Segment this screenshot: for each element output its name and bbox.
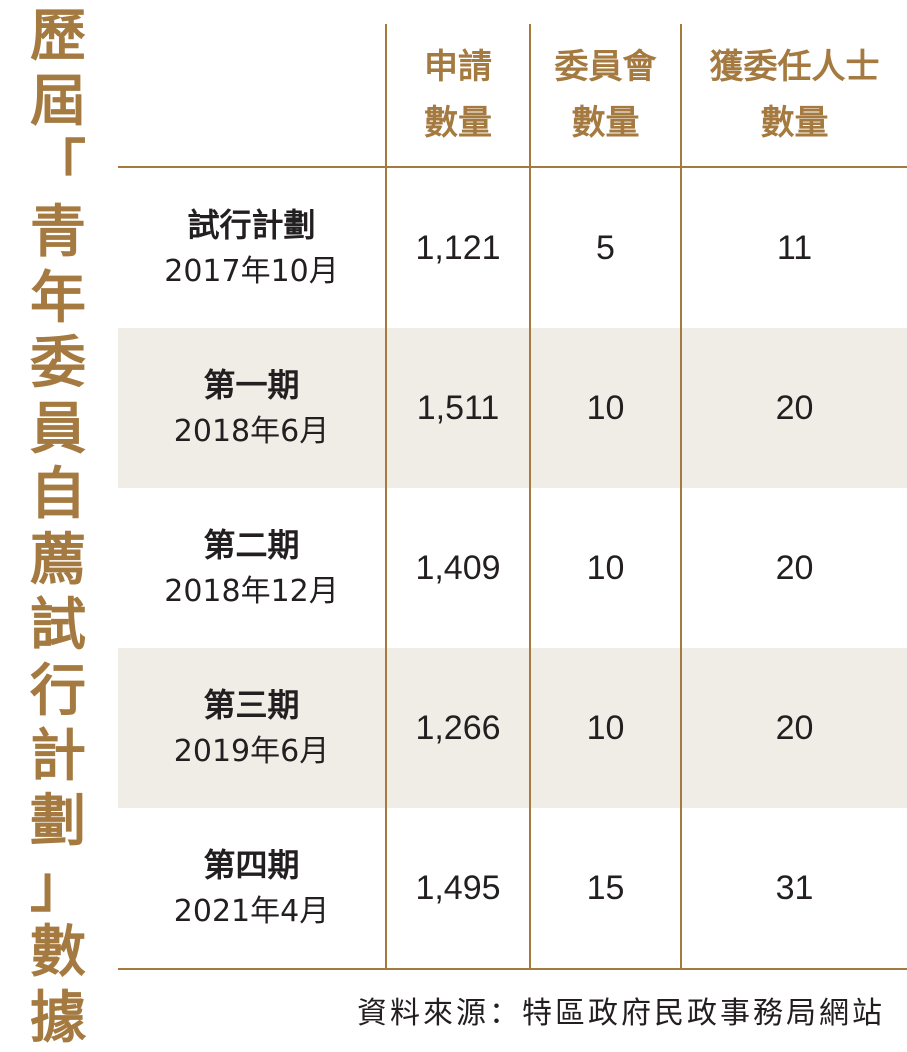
appointees-cell: 20 [680, 328, 907, 488]
title-char: 青 [30, 200, 86, 266]
data-table: 申請 數量 委員會 數量 獲委任人士 數量 試行計劃 2017年10月 1,12… [118, 24, 907, 970]
title-char: 計 [30, 723, 86, 789]
applications-value: 1,121 [415, 228, 501, 267]
period-name: 第二期 [203, 526, 300, 564]
applications-cell: 1,511 [385, 328, 529, 488]
table-row: 第四期 2021年4月 1,495 15 31 [118, 808, 907, 968]
period-cell: 試行計劃 2017年10月 [118, 168, 385, 328]
header-committees: 委員會 數量 [529, 24, 680, 166]
appointees-value: 31 [775, 868, 814, 907]
period-name: 第四期 [203, 846, 300, 884]
committees-value: 5 [596, 228, 615, 267]
applications-cell: 1,495 [385, 808, 529, 968]
period-cell: 第一期 2018年6月 [118, 328, 385, 488]
title-char: 自 [30, 462, 86, 528]
applications-cell: 1,409 [385, 488, 529, 648]
appointees-cell: 20 [680, 648, 907, 808]
header-label: 委員會 [554, 47, 657, 87]
applications-value: 1,266 [415, 708, 501, 747]
period-date: 2021年4月 [173, 894, 330, 929]
committees-value: 10 [586, 548, 625, 587]
period-name: 試行計劃 [187, 206, 316, 244]
period-cell: 第三期 2019年6月 [118, 648, 385, 808]
title-char: 歷 [30, 4, 86, 69]
header-label: 獲委任人士 [709, 47, 880, 87]
appointees-cell: 11 [680, 168, 907, 328]
header-applications: 申請 數量 [385, 24, 529, 166]
committees-cell: 10 [529, 488, 680, 648]
vertical-title: 歷 屆 「 青 年 委 員 自 薦 試 行 計 劃 」 數 據 [20, 8, 96, 1048]
appointees-value: 20 [775, 548, 814, 587]
appointees-value: 11 [776, 228, 813, 267]
title-char: 行 [30, 658, 86, 724]
header-label: 數量 [424, 103, 492, 143]
period-name: 第一期 [203, 366, 300, 404]
committees-cell: 15 [529, 808, 680, 968]
title-char: 」 [30, 854, 86, 920]
title-char: 屆 [30, 69, 86, 135]
committees-cell: 10 [529, 648, 680, 808]
applications-value: 1,495 [415, 868, 501, 907]
header-label: 申請 [424, 47, 492, 87]
table-header-row: 申請 數量 委員會 數量 獲委任人士 數量 [118, 24, 907, 166]
appointees-value: 20 [775, 708, 814, 747]
title-char: 據 [30, 985, 86, 1051]
title-char: 數 [30, 920, 86, 986]
committees-cell: 5 [529, 168, 680, 328]
header-empty-cell [118, 24, 385, 166]
period-date: 2018年6月 [173, 414, 330, 449]
committees-value: 10 [586, 388, 625, 427]
source-note: 資料來源：特區政府民政事務局網站 [357, 996, 885, 1031]
period-date: 2018年12月 [164, 574, 339, 609]
period-date: 2019年6月 [173, 734, 330, 769]
table-row: 第一期 2018年6月 1,511 10 20 [118, 328, 907, 488]
table-row: 試行計劃 2017年10月 1,121 5 11 [118, 168, 907, 328]
period-cell: 第二期 2018年12月 [118, 488, 385, 648]
committees-cell: 10 [529, 328, 680, 488]
title-char: 年 [30, 265, 86, 331]
title-char: 員 [30, 396, 86, 462]
committees-value: 10 [586, 708, 625, 747]
appointees-cell: 20 [680, 488, 907, 648]
applications-value: 1,511 [416, 388, 500, 427]
table-row: 第三期 2019年6月 1,266 10 20 [118, 648, 907, 808]
title-char: 薦 [30, 527, 86, 593]
applications-cell: 1,121 [385, 168, 529, 328]
title-char: 試 [30, 593, 86, 659]
period-name: 第三期 [203, 686, 300, 724]
committees-value: 15 [586, 868, 625, 907]
appointees-value: 20 [775, 388, 814, 427]
table-row: 第二期 2018年12月 1,409 10 20 [118, 488, 907, 648]
header-label: 數量 [760, 103, 829, 143]
applications-cell: 1,266 [385, 648, 529, 808]
appointees-cell: 31 [680, 808, 907, 968]
title-char: 「 [30, 134, 86, 200]
header-appointees: 獲委任人士 數量 [680, 24, 907, 166]
title-char: 委 [30, 331, 86, 397]
title-char: 劃 [30, 789, 86, 855]
header-label: 數量 [571, 103, 640, 143]
divider [118, 166, 907, 168]
period-date: 2017年10月 [164, 254, 339, 289]
applications-value: 1,409 [415, 548, 501, 587]
divider [118, 968, 907, 970]
period-cell: 第四期 2021年4月 [118, 808, 385, 968]
